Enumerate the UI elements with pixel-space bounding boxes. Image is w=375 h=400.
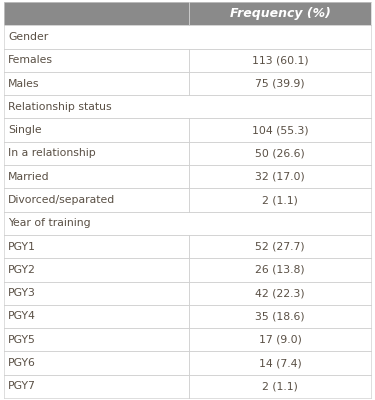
Text: PGY1: PGY1: [8, 242, 36, 252]
Text: 32 (17.0): 32 (17.0): [255, 172, 305, 182]
Bar: [189, 188, 371, 212]
Bar: [4, 328, 189, 352]
Text: 50 (26.6): 50 (26.6): [255, 148, 305, 158]
Bar: [4, 212, 371, 235]
Bar: [4, 305, 189, 328]
Text: PGY3: PGY3: [8, 288, 36, 298]
Text: PGY6: PGY6: [8, 358, 36, 368]
Bar: [189, 352, 371, 375]
Text: 75 (39.9): 75 (39.9): [255, 78, 305, 88]
Bar: [189, 142, 371, 165]
Text: 26 (13.8): 26 (13.8): [255, 265, 305, 275]
Text: 2 (1.1): 2 (1.1): [262, 381, 298, 391]
Bar: [189, 328, 371, 352]
Bar: [4, 72, 189, 95]
Bar: [4, 25, 371, 48]
Text: 52 (27.7): 52 (27.7): [255, 242, 305, 252]
Bar: [189, 48, 371, 72]
Bar: [189, 165, 371, 188]
Text: 14 (7.4): 14 (7.4): [259, 358, 302, 368]
Bar: [4, 142, 189, 165]
Text: 2 (1.1): 2 (1.1): [262, 195, 298, 205]
Bar: [189, 258, 371, 282]
Text: Gender: Gender: [8, 32, 48, 42]
Bar: [4, 95, 371, 118]
Bar: [4, 352, 189, 375]
Bar: [189, 72, 371, 95]
Text: Females: Females: [8, 55, 53, 65]
Text: Frequency (%): Frequency (%): [230, 7, 331, 20]
Text: PGY5: PGY5: [8, 335, 36, 345]
Text: 104 (55.3): 104 (55.3): [252, 125, 309, 135]
Bar: [4, 282, 189, 305]
Bar: [189, 282, 371, 305]
Bar: [189, 118, 371, 142]
Bar: [4, 258, 189, 282]
Bar: [4, 118, 189, 142]
Text: 42 (22.3): 42 (22.3): [255, 288, 305, 298]
Bar: [189, 305, 371, 328]
Text: Relationship status: Relationship status: [8, 102, 112, 112]
Text: Year of training: Year of training: [8, 218, 91, 228]
Text: PGY2: PGY2: [8, 265, 36, 275]
Text: In a relationship: In a relationship: [8, 148, 96, 158]
Text: Divorced/separated: Divorced/separated: [8, 195, 115, 205]
Text: PGY4: PGY4: [8, 312, 36, 322]
Bar: [189, 235, 371, 258]
Bar: [4, 2, 189, 25]
Bar: [4, 165, 189, 188]
Text: 35 (18.6): 35 (18.6): [255, 312, 305, 322]
Text: 17 (9.0): 17 (9.0): [259, 335, 302, 345]
Bar: [189, 375, 371, 398]
Bar: [4, 48, 189, 72]
Text: Married: Married: [8, 172, 50, 182]
Bar: [4, 375, 189, 398]
Text: Males: Males: [8, 78, 40, 88]
Text: Single: Single: [8, 125, 42, 135]
Text: PGY7: PGY7: [8, 381, 36, 391]
Text: 113 (60.1): 113 (60.1): [252, 55, 309, 65]
Bar: [4, 188, 189, 212]
Bar: [4, 235, 189, 258]
Bar: [189, 2, 371, 25]
